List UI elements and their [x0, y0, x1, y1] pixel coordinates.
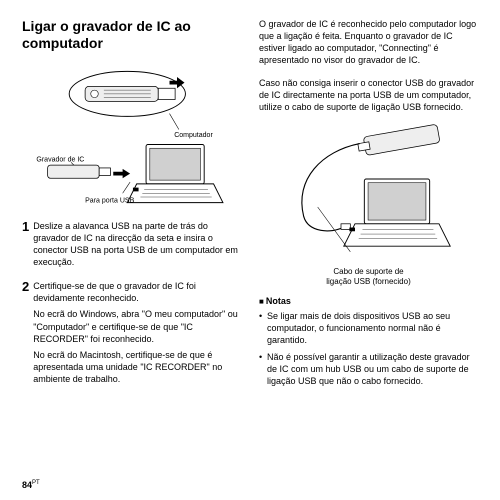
- paragraph: Caso não consiga inserir o conector USB …: [259, 77, 478, 113]
- page-title: Ligar o gravador de IC ao computador: [22, 18, 241, 52]
- step-extra: No ecrã do Macintosh, certifique-se de q…: [33, 349, 241, 385]
- notes-header: ■Notas: [259, 296, 478, 306]
- diagram-connect-cable: [259, 123, 478, 263]
- paragraph: O gravador de IC é reconhecido pelo comp…: [259, 18, 478, 67]
- page-number: 84PT: [22, 480, 478, 490]
- step-number: 2: [22, 280, 29, 389]
- diagram-caption: Cabo de suporte de ligação USB (fornecid…: [259, 267, 478, 286]
- notes-list: Se ligar mais de dois dispositivos USB a…: [259, 310, 478, 391]
- label-porta: Para porta USB: [85, 197, 134, 204]
- square-icon: ■: [259, 297, 264, 306]
- step-text: Certifique-se de que o gravador de IC fo…: [33, 280, 241, 304]
- step-text: Deslize a alavanca USB na parte de trás …: [33, 220, 241, 269]
- list-item: Não é possível garantir a utilização des…: [259, 351, 478, 387]
- label-gravador: Gravador de IC: [36, 156, 84, 163]
- step-extra: No ecrã do Windows, abra "O meu computad…: [33, 308, 241, 344]
- step-number: 1: [22, 220, 29, 273]
- step-1: 1 Deslize a alavanca USB na parte de trá…: [22, 220, 241, 273]
- list-item: Se ligar mais de dois dispositivos USB a…: [259, 310, 478, 346]
- label-computador: Computador: [174, 132, 213, 139]
- diagram-connect-direct: Computador Gravador de IC: [22, 62, 241, 212]
- step-2: 2 Certifique-se de que o gravador de IC …: [22, 280, 241, 389]
